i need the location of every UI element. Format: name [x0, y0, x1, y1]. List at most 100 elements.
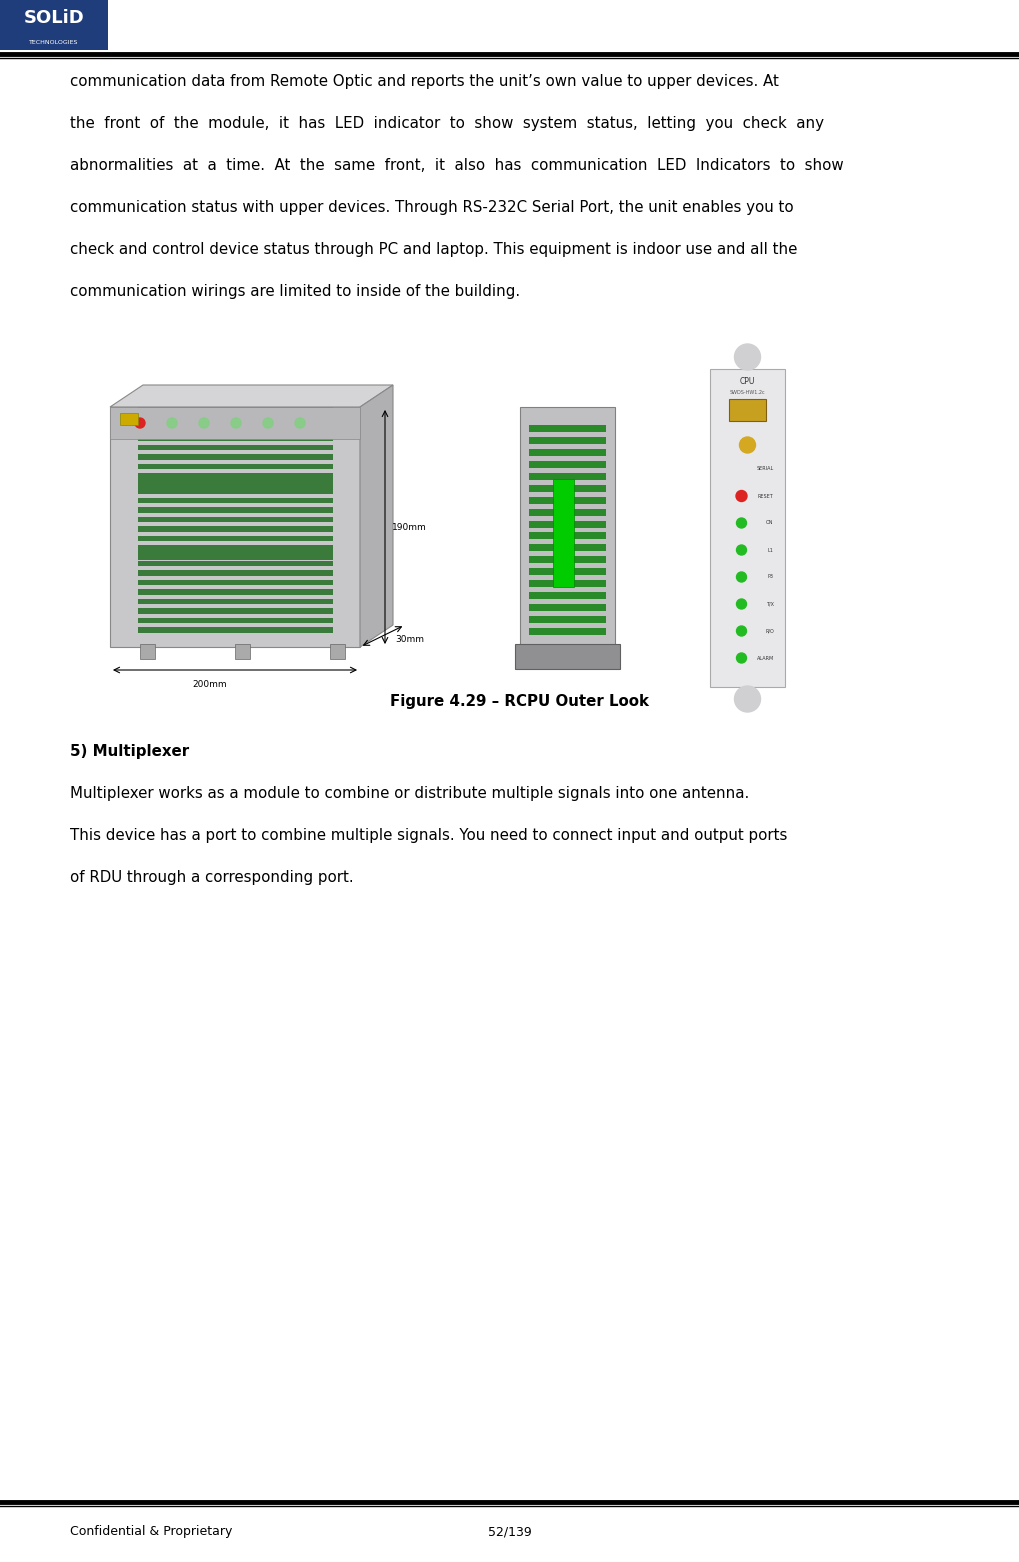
Circle shape: [736, 572, 746, 583]
FancyBboxPatch shape: [138, 617, 332, 623]
FancyBboxPatch shape: [138, 406, 332, 412]
FancyBboxPatch shape: [110, 408, 360, 439]
FancyBboxPatch shape: [138, 570, 332, 576]
FancyBboxPatch shape: [528, 484, 606, 492]
FancyBboxPatch shape: [138, 526, 332, 533]
Text: abnormalities  at  a  time.  At  the  same  front,  it  also  has  communication: abnormalities at a time. At the same fro…: [70, 158, 843, 173]
FancyBboxPatch shape: [138, 608, 332, 614]
FancyBboxPatch shape: [110, 408, 360, 647]
Circle shape: [736, 519, 746, 528]
FancyBboxPatch shape: [528, 569, 606, 575]
FancyBboxPatch shape: [138, 498, 332, 503]
FancyBboxPatch shape: [138, 580, 332, 586]
Circle shape: [734, 344, 760, 370]
Text: communication status with upper devices. Through RS-232C Serial Port, the unit e: communication status with upper devices.…: [70, 200, 793, 216]
Circle shape: [230, 419, 240, 428]
Circle shape: [199, 419, 209, 428]
Circle shape: [739, 437, 755, 453]
FancyBboxPatch shape: [528, 628, 606, 636]
FancyBboxPatch shape: [138, 415, 332, 422]
Text: the  front  of  the  module,  it  has  LED  indicator  to  show  system  status,: the front of the module, it has LED indi…: [70, 116, 823, 131]
FancyBboxPatch shape: [528, 520, 606, 528]
FancyBboxPatch shape: [528, 425, 606, 433]
FancyBboxPatch shape: [528, 556, 606, 564]
FancyBboxPatch shape: [528, 615, 606, 623]
FancyBboxPatch shape: [709, 369, 785, 687]
Text: ON: ON: [765, 520, 773, 525]
FancyBboxPatch shape: [528, 509, 606, 515]
FancyBboxPatch shape: [120, 412, 138, 425]
FancyBboxPatch shape: [138, 464, 332, 469]
FancyBboxPatch shape: [138, 545, 332, 551]
FancyBboxPatch shape: [515, 644, 620, 669]
FancyBboxPatch shape: [138, 455, 332, 459]
Circle shape: [263, 419, 273, 428]
Text: SOLiD: SOLiD: [23, 9, 85, 27]
Text: CPU: CPU: [739, 376, 754, 386]
FancyBboxPatch shape: [138, 589, 332, 595]
Text: Confidential & Proprietary: Confidential & Proprietary: [70, 1526, 232, 1539]
Circle shape: [135, 419, 145, 428]
Text: Multiplexer works as a module to combine or distribute multiple signals into one: Multiplexer works as a module to combine…: [70, 786, 749, 801]
FancyBboxPatch shape: [528, 461, 606, 467]
Text: RESET: RESET: [757, 494, 773, 498]
FancyBboxPatch shape: [528, 473, 606, 480]
Text: P3: P3: [767, 575, 773, 580]
Circle shape: [736, 490, 746, 501]
FancyBboxPatch shape: [138, 626, 332, 633]
FancyBboxPatch shape: [528, 437, 606, 444]
Text: 200mm: 200mm: [193, 679, 227, 689]
FancyBboxPatch shape: [528, 545, 606, 551]
Text: communication data from Remote Optic and reports the unit’s own value to upper d: communication data from Remote Optic and…: [70, 73, 779, 89]
Text: ALARM: ALARM: [756, 656, 773, 661]
Text: 30mm: 30mm: [394, 636, 424, 645]
FancyBboxPatch shape: [138, 536, 332, 542]
FancyBboxPatch shape: [528, 497, 606, 503]
Text: check and control device status through PC and laptop. This equipment is indoor : check and control device status through …: [70, 242, 797, 258]
FancyBboxPatch shape: [138, 517, 332, 522]
FancyBboxPatch shape: [528, 604, 606, 611]
FancyBboxPatch shape: [520, 408, 614, 647]
FancyBboxPatch shape: [138, 480, 332, 484]
Circle shape: [736, 653, 746, 662]
Text: 52/139: 52/139: [488, 1526, 531, 1539]
Text: L1: L1: [767, 548, 773, 553]
Text: R/O: R/O: [764, 628, 773, 634]
Text: This device has a port to combine multiple signals. You need to connect input an: This device has a port to combine multip…: [70, 828, 787, 843]
Circle shape: [734, 686, 760, 712]
Circle shape: [736, 598, 746, 609]
FancyBboxPatch shape: [138, 436, 332, 440]
FancyBboxPatch shape: [138, 483, 332, 489]
Circle shape: [736, 626, 746, 636]
Text: SERIAL: SERIAL: [756, 467, 773, 472]
FancyBboxPatch shape: [330, 644, 344, 659]
FancyBboxPatch shape: [234, 644, 250, 659]
FancyBboxPatch shape: [552, 480, 574, 587]
FancyBboxPatch shape: [528, 592, 606, 600]
Circle shape: [736, 545, 746, 555]
Text: of RDU through a corresponding port.: of RDU through a corresponding port.: [70, 870, 354, 886]
FancyBboxPatch shape: [0, 0, 108, 50]
FancyBboxPatch shape: [138, 426, 332, 431]
Circle shape: [167, 419, 177, 428]
FancyBboxPatch shape: [728, 398, 765, 422]
Circle shape: [294, 419, 305, 428]
Text: TECHNOLOGIES: TECHNOLOGIES: [30, 39, 78, 44]
Text: 190mm: 190mm: [391, 523, 426, 531]
FancyBboxPatch shape: [140, 644, 155, 659]
Text: SWDS-HW1.2c: SWDS-HW1.2c: [729, 390, 764, 395]
FancyBboxPatch shape: [138, 598, 332, 604]
FancyBboxPatch shape: [138, 551, 332, 556]
FancyBboxPatch shape: [138, 508, 332, 512]
FancyBboxPatch shape: [528, 533, 606, 539]
FancyBboxPatch shape: [528, 448, 606, 456]
FancyBboxPatch shape: [138, 555, 332, 561]
Text: T/X: T/X: [765, 601, 773, 606]
Text: 5) Multiplexer: 5) Multiplexer: [70, 744, 189, 759]
Polygon shape: [110, 384, 392, 408]
FancyBboxPatch shape: [138, 489, 332, 494]
Polygon shape: [360, 384, 392, 647]
FancyBboxPatch shape: [528, 580, 606, 587]
FancyBboxPatch shape: [138, 561, 332, 565]
FancyBboxPatch shape: [138, 473, 332, 478]
